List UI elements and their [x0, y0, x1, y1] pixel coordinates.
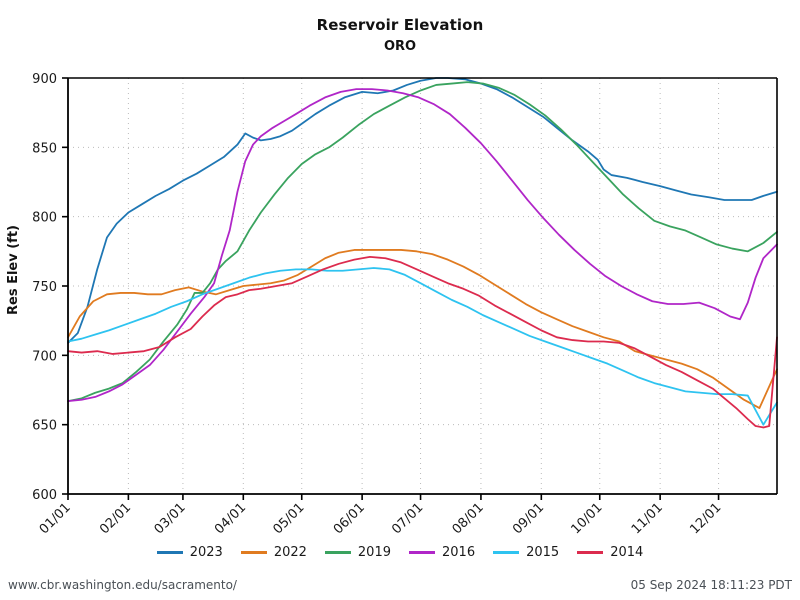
axes [62, 77, 778, 500]
x-tick-label: 12/01 [687, 500, 724, 537]
y-tick-label: 700 [32, 349, 57, 364]
legend-item-2023[interactable]: 2023 [156, 545, 223, 560]
series-lines [67, 77, 778, 429]
legend-label-2015: 2015 [526, 545, 560, 560]
legend-label-2014: 2014 [610, 545, 644, 560]
legend-swatch-2022 [240, 551, 267, 554]
x-tick-label: 06/01 [331, 500, 368, 537]
tick-labels: 600 650 700 750 800 850 900 01/01 02/01 03/01 04/0… [32, 72, 724, 537]
legend-label-2016: 2016 [442, 545, 476, 560]
legend-swatch-2016 [409, 551, 435, 554]
legend: 2023 2022 2019 2016 2015 2014 [0, 545, 800, 560]
legend-label-2022: 2022 [273, 545, 307, 560]
x-tick-label: 11/01 [629, 500, 666, 537]
series-line-2016 [67, 88, 778, 402]
legend-item-2014[interactable]: 2014 [577, 545, 643, 560]
legend-item-2019[interactable]: 2019 [324, 545, 391, 560]
gridlines [68, 77, 777, 494]
y-tick-label: 750 [32, 280, 57, 295]
legend-swatch-2023 [156, 551, 183, 554]
legend-swatch-2014 [577, 551, 604, 554]
x-tick-label: 04/01 [212, 500, 249, 537]
series-line-2015 [67, 267, 778, 426]
chart-title: Reservoir Elevation [316, 16, 484, 34]
footer-source-link[interactable]: www.cbr.washington.edu/sacramento/ [8, 578, 237, 592]
x-tick-label: 08/01 [450, 500, 487, 537]
y-tick-label: 650 [32, 419, 57, 434]
plot-area: 600 650 700 750 800 850 900 01/01 02/01 03/01 04/0… [32, 72, 778, 537]
series-line-2019 [67, 81, 778, 402]
series-line-2023 [67, 77, 778, 344]
y-tick-label: 600 [32, 488, 57, 503]
legend-swatch-2015 [493, 551, 520, 554]
x-tick-label: 01/01 [37, 500, 74, 537]
y-tick-label: 800 [32, 211, 57, 226]
legend-item-2022[interactable]: 2022 [240, 545, 307, 560]
x-tick-label: 09/01 [510, 500, 547, 537]
legend-item-2016[interactable]: 2016 [409, 545, 475, 560]
legend-label-2019: 2019 [357, 545, 391, 560]
series-line-2014 [67, 255, 778, 429]
y-tick-label: 850 [32, 141, 57, 156]
x-tick-label: 03/01 [152, 500, 189, 537]
x-tick-label: 10/01 [568, 500, 605, 537]
legend-item-2015[interactable]: 2015 [493, 545, 559, 560]
x-tick-label: 02/01 [97, 500, 134, 537]
legend-label-2023: 2023 [189, 545, 223, 560]
footer-timestamp: 05 Sep 2024 18:11:23 PDT [630, 578, 792, 592]
chart-subtitle: ORO [383, 39, 417, 54]
series-line-2022 [67, 249, 778, 409]
x-tick-label: 05/01 [270, 500, 307, 537]
legend-swatch-2019 [324, 551, 351, 554]
y-tick-label: 900 [32, 72, 57, 87]
x-tick-label: 07/01 [389, 500, 426, 537]
